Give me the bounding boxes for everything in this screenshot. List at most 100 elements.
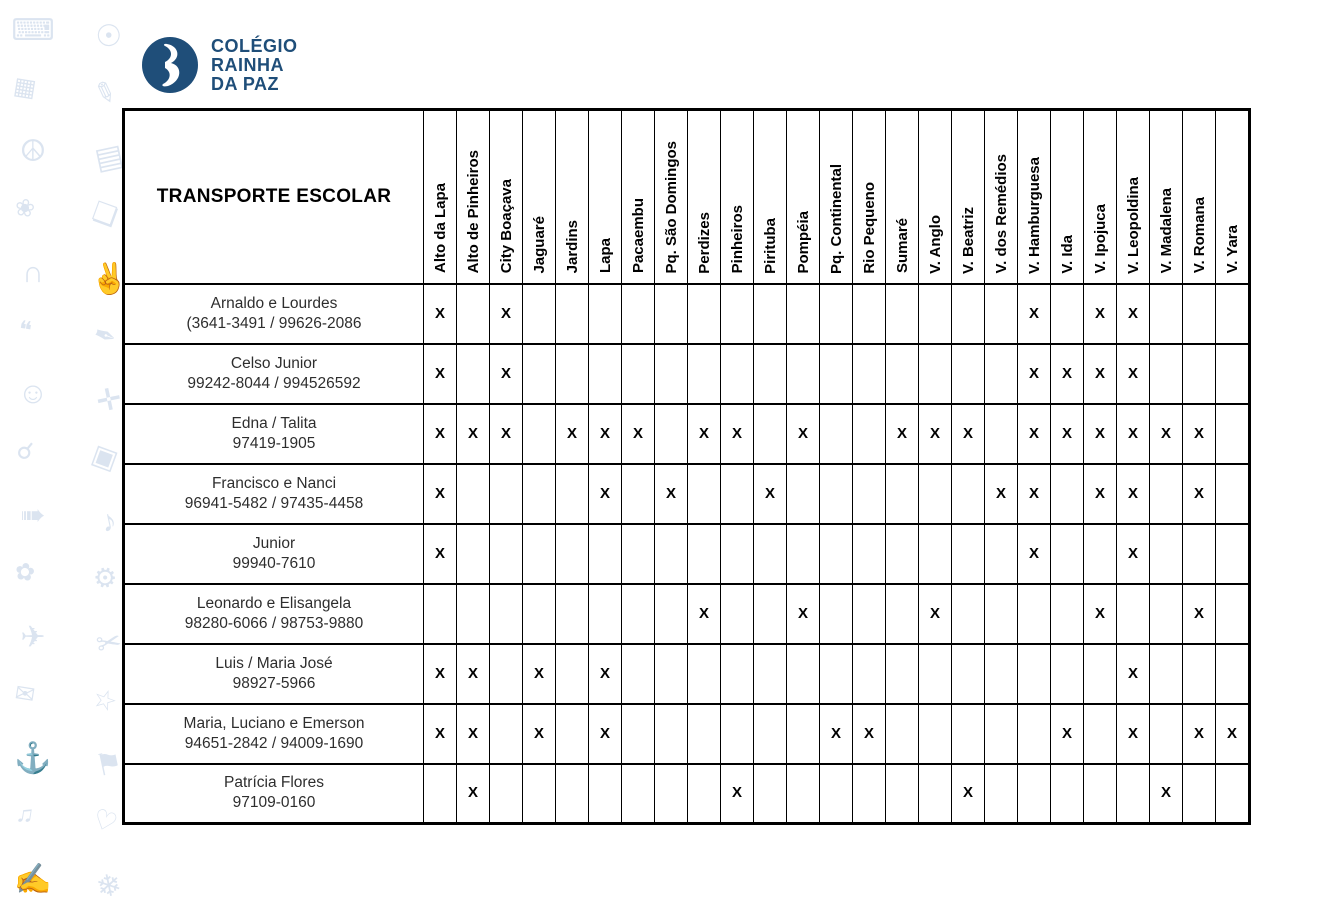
music-notes-icon: ♫	[14, 799, 37, 830]
column-header-label: V. Ipojuca	[1091, 204, 1109, 274]
column-header: Rio Pequeno	[852, 109, 886, 284]
driver-name: Edna / Talita	[231, 414, 317, 432]
x-mark: X	[434, 724, 445, 742]
marked-cell: X	[918, 402, 952, 464]
empty-cell	[753, 582, 787, 644]
empty-cell	[852, 342, 886, 404]
x-mark: X	[962, 784, 973, 802]
marked-cell: X	[1182, 582, 1216, 644]
empty-cell	[885, 342, 919, 404]
marked-cell: X	[753, 462, 787, 524]
empty-cell	[588, 522, 622, 584]
empty-cell	[1050, 762, 1084, 824]
school-name: COLÉGIO RAINHA DA PAZ	[211, 35, 298, 94]
empty-cell	[1017, 582, 1051, 644]
empty-cell	[1050, 582, 1084, 644]
empty-cell	[522, 762, 556, 824]
empty-cell	[1215, 522, 1250, 584]
x-mark: X	[1226, 724, 1237, 742]
column-header: Pinheiros	[720, 109, 754, 284]
x-mark: X	[1028, 364, 1039, 382]
school-logo: COLÉGIO RAINHA DA PAZ	[141, 36, 298, 94]
driver-label-cell: Luis / Maria José 98927-5966	[123, 642, 424, 704]
driver-label-cell: Patrícia Flores 97109-0160	[123, 762, 424, 824]
marked-cell: X	[951, 402, 985, 464]
empty-cell	[885, 582, 919, 644]
table-title: TRANSPORTE ESCOLAR	[156, 185, 392, 207]
driver-phone: 94651-2842 / 94009-1690	[184, 734, 364, 752]
empty-cell	[852, 402, 886, 464]
empty-cell	[1215, 582, 1250, 644]
empty-cell	[687, 342, 721, 404]
empty-cell	[753, 282, 787, 344]
empty-cell	[621, 282, 655, 344]
empty-cell	[786, 342, 820, 404]
marked-cell: X	[1116, 642, 1150, 704]
empty-cell	[687, 282, 721, 344]
x-mark: X	[1094, 484, 1105, 502]
x-mark: X	[1061, 424, 1072, 442]
empty-cell	[984, 762, 1018, 824]
column-header-label: V. Ida	[1058, 234, 1076, 274]
x-mark: X	[1160, 424, 1171, 442]
empty-cell	[918, 462, 952, 524]
column-header-label: Pinheiros	[728, 205, 746, 274]
x-mark: X	[1061, 364, 1072, 382]
empty-cell	[621, 342, 655, 404]
empty-cell	[687, 702, 721, 764]
empty-cell	[555, 642, 589, 704]
empty-cell	[1149, 282, 1183, 344]
empty-cell	[918, 642, 952, 704]
marked-cell: X	[489, 342, 523, 404]
driver-phone: (3641-3491 / 99626-2086	[186, 314, 362, 332]
x-mark: X	[1094, 604, 1105, 622]
empty-cell	[456, 342, 490, 404]
marked-cell: X	[423, 702, 457, 764]
column-header-label: Lapa	[596, 238, 614, 274]
marked-cell: X	[1017, 522, 1051, 584]
x-mark: X	[500, 424, 511, 442]
empty-cell	[588, 582, 622, 644]
x-mark: X	[467, 784, 478, 802]
x-mark: X	[467, 424, 478, 442]
marked-cell: X	[588, 702, 622, 764]
empty-cell	[786, 462, 820, 524]
empty-cell	[456, 522, 490, 584]
table-row: Patrícia Flores 97109-0160 X X X X	[123, 762, 1250, 824]
empty-cell	[984, 342, 1018, 404]
table-row: Francisco e Nanci 96941-5482 / 97435-4458…	[123, 462, 1250, 524]
driver-phone: 98280-6066 / 98753-9880	[184, 614, 364, 632]
empty-cell	[1050, 462, 1084, 524]
driver-label-cell: Junior 99940-7610	[123, 522, 424, 584]
empty-cell	[885, 462, 919, 524]
x-mark: X	[1061, 724, 1072, 742]
driver-name: Maria, Luciano e Emerson	[183, 714, 365, 732]
empty-cell	[1050, 282, 1084, 344]
column-header: Jardins	[555, 109, 589, 284]
x-mark: X	[434, 484, 445, 502]
empty-cell	[753, 342, 787, 404]
x-mark: X	[896, 424, 907, 442]
empty-cell	[786, 762, 820, 824]
x-mark: X	[1127, 364, 1138, 382]
empty-cell	[918, 522, 952, 584]
empty-cell	[951, 702, 985, 764]
empty-cell	[720, 462, 754, 524]
marked-cell: X	[489, 282, 523, 344]
empty-cell	[852, 522, 886, 584]
empty-cell	[555, 762, 589, 824]
column-header: V. Beatriz	[951, 109, 985, 284]
column-header-label: V. Madalena	[1157, 188, 1175, 274]
school-name-line1: COLÉGIO	[211, 35, 298, 56]
marked-cell: X	[423, 522, 457, 584]
empty-cell	[1017, 762, 1051, 824]
empty-cell	[885, 522, 919, 584]
snowflake-icon: ❄	[93, 867, 125, 905]
x-mark: X	[1127, 484, 1138, 502]
empty-cell	[819, 342, 853, 404]
marked-cell: X	[588, 402, 622, 464]
column-header-label: Rio Pequeno	[860, 181, 878, 274]
empty-cell	[753, 702, 787, 764]
empty-cell	[852, 642, 886, 704]
empty-cell	[720, 642, 754, 704]
